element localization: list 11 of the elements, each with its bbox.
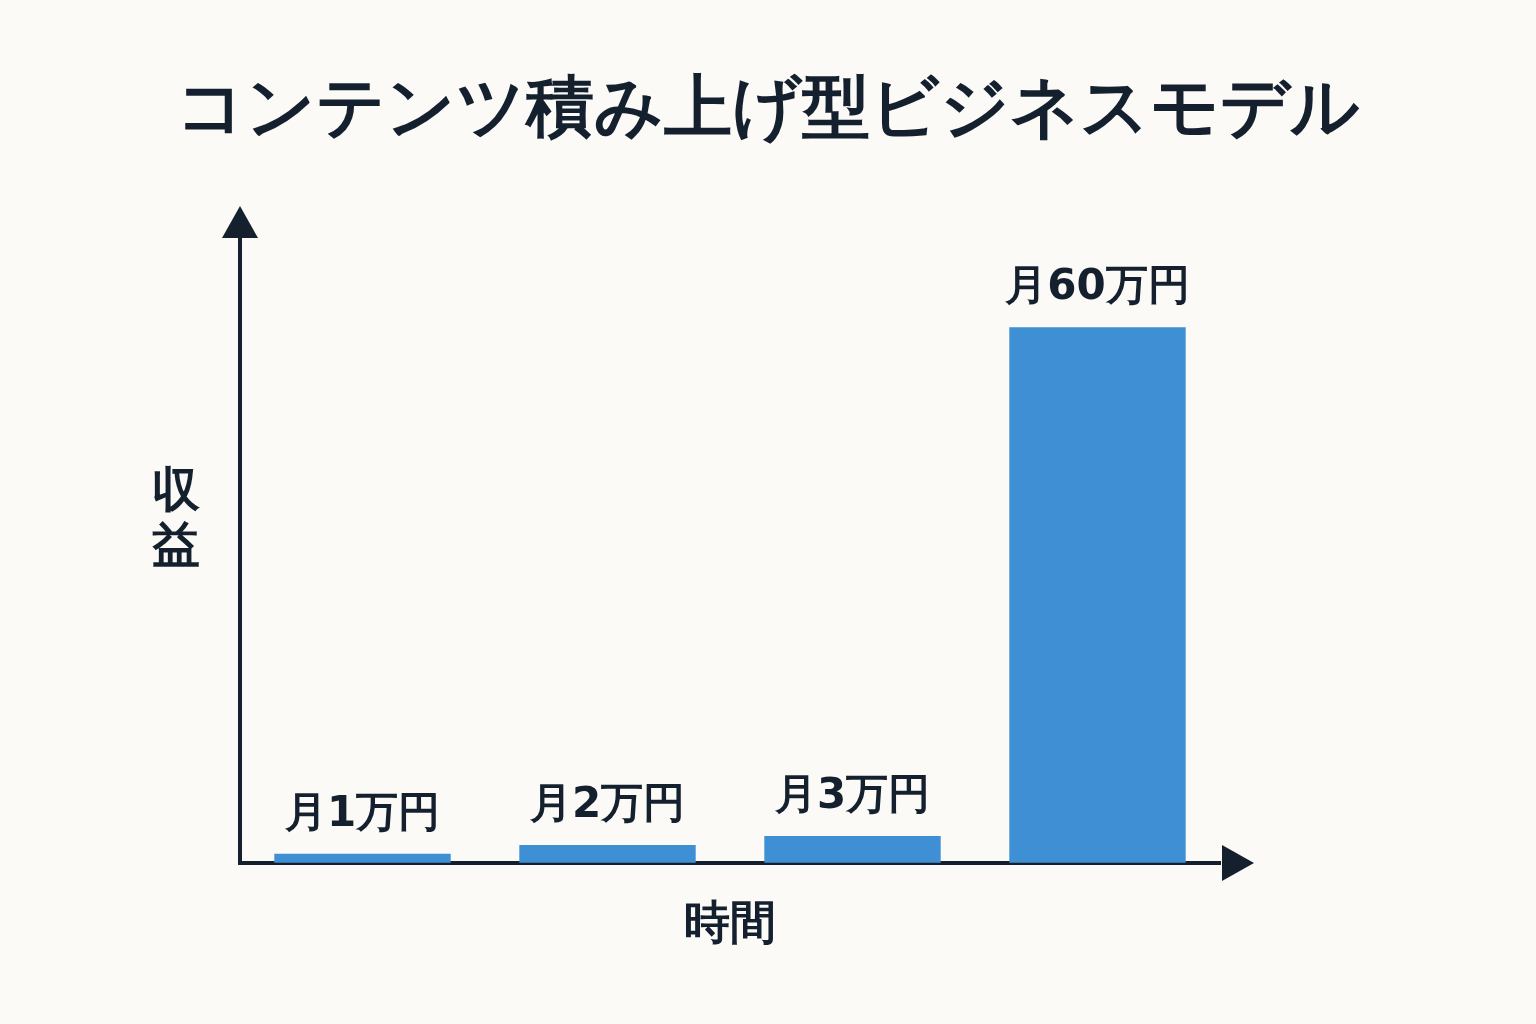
- data-label: 月3万円: [773, 768, 931, 818]
- chart-title: コンテンツ積み上げ型ビジネスモデル: [175, 67, 1361, 146]
- data-label: 月1万円: [283, 786, 441, 836]
- bar: [764, 836, 941, 863]
- bar: [1009, 327, 1186, 863]
- x-axis-title: 時間: [684, 895, 776, 950]
- y-axis-title: 収益: [151, 461, 201, 573]
- bar: [274, 853, 451, 863]
- data-label: 月2万円: [528, 777, 686, 827]
- bar: [519, 844, 696, 863]
- data-label: 月60万円: [1004, 260, 1190, 310]
